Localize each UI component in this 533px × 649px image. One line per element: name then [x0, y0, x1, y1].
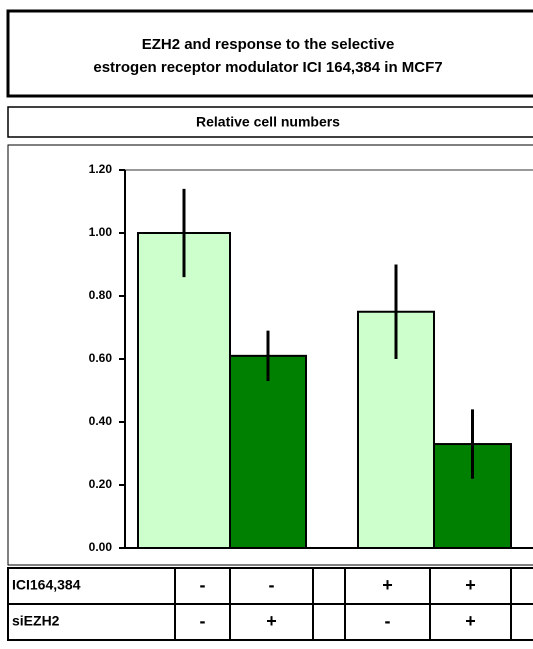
table-cell — [7, 603, 176, 641]
chart-title: EZH2 and response to the selective estrog… — [93, 36, 442, 76]
table-cell — [510, 603, 533, 641]
bar — [229, 354, 307, 549]
table-cell — [174, 567, 231, 605]
table-value: + — [465, 575, 476, 595]
y-tick-label: 1.00 — [89, 225, 113, 239]
chart-subtitle: Relative cell numbers — [196, 114, 340, 130]
subtitle-box — [7, 106, 533, 138]
y-tick-label: 0.80 — [89, 288, 113, 302]
y-tick-label: 0.40 — [89, 414, 113, 428]
table-value: - — [385, 611, 391, 631]
row-label: siEZH2 — [12, 613, 60, 629]
table-cell — [429, 603, 512, 641]
table-cell — [174, 603, 231, 641]
table-value: + — [266, 611, 277, 631]
table-value: - — [200, 611, 206, 631]
row-label: ICI164,384 — [12, 577, 81, 593]
table-cell — [312, 603, 346, 641]
table-cell — [312, 567, 346, 605]
y-tick-label: 0.20 — [89, 477, 113, 491]
y-tick-label: 1.20 — [89, 162, 113, 176]
table-cell — [229, 603, 314, 641]
title-box — [6, 9, 533, 98]
table-value: + — [465, 611, 476, 631]
table-cell — [344, 603, 431, 641]
y-tick-label: 0.00 — [89, 540, 113, 554]
table-value: - — [269, 575, 275, 595]
table-cell — [510, 567, 533, 605]
table-value: + — [382, 575, 393, 595]
table-value: - — [200, 575, 206, 595]
y-tick-label: 0.60 — [89, 351, 113, 365]
table-cell — [7, 567, 176, 605]
bar — [137, 232, 231, 549]
